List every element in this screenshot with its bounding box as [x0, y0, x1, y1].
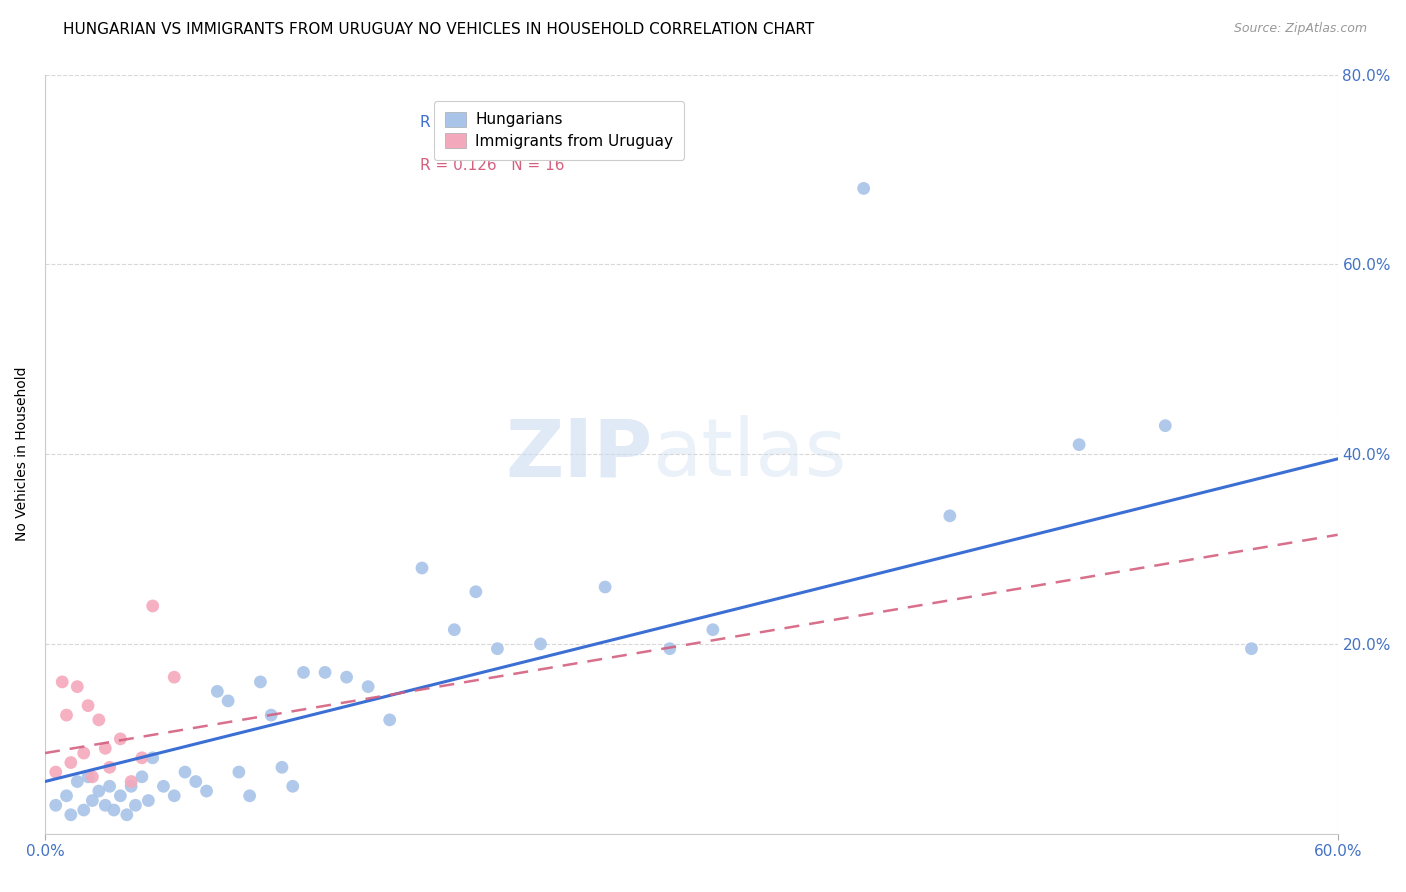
Point	[464, 584, 486, 599]
Point	[174, 765, 197, 780]
Y-axis label: No Vehicles in Household: No Vehicles in Household	[15, 367, 30, 541]
Point	[45, 798, 67, 813]
Point	[110, 731, 132, 746]
Point	[702, 623, 724, 637]
Point	[1240, 641, 1263, 656]
Point	[939, 508, 962, 523]
Point	[55, 789, 77, 803]
Point	[82, 770, 104, 784]
Point	[55, 708, 77, 723]
Point	[443, 623, 465, 637]
Point	[378, 713, 401, 727]
Point	[124, 798, 146, 813]
Point	[98, 779, 121, 793]
Point	[1069, 437, 1091, 451]
Point	[314, 665, 336, 680]
Point	[59, 807, 82, 822]
Legend: Hungarians, Immigrants from Uruguay: Hungarians, Immigrants from Uruguay	[434, 101, 683, 160]
Point	[271, 760, 294, 774]
Point	[486, 641, 509, 656]
Point	[73, 803, 96, 817]
Point	[77, 698, 100, 713]
Point	[292, 665, 315, 680]
Point	[357, 680, 380, 694]
Text: atlas: atlas	[652, 415, 846, 493]
Point	[852, 181, 875, 195]
Point	[131, 751, 153, 765]
Point	[87, 713, 110, 727]
Point	[66, 680, 89, 694]
Point	[239, 789, 262, 803]
Point	[195, 784, 218, 798]
Point	[529, 637, 551, 651]
Point	[336, 670, 359, 684]
Point	[45, 765, 67, 780]
Point	[73, 746, 96, 760]
Point	[249, 674, 271, 689]
Point	[120, 774, 142, 789]
Point	[260, 708, 283, 723]
Point	[51, 674, 73, 689]
Point	[142, 599, 165, 613]
Point	[82, 793, 104, 807]
Point	[152, 779, 174, 793]
Point	[207, 684, 229, 698]
Point	[593, 580, 616, 594]
Point	[115, 807, 138, 822]
Point	[94, 798, 117, 813]
Point	[658, 641, 681, 656]
Point	[103, 803, 125, 817]
Point	[163, 789, 186, 803]
Point	[138, 793, 160, 807]
Point	[228, 765, 250, 780]
Point	[120, 779, 142, 793]
Text: R = 0.474   N = 49: R = 0.474 N = 49	[420, 115, 564, 129]
Text: ZIP: ZIP	[505, 415, 652, 493]
Point	[184, 774, 207, 789]
Text: R = 0.126   N = 16: R = 0.126 N = 16	[420, 158, 564, 173]
Point	[411, 561, 433, 575]
Point	[110, 789, 132, 803]
Point	[77, 770, 100, 784]
Point	[94, 741, 117, 756]
Point	[87, 784, 110, 798]
Point	[163, 670, 186, 684]
Point	[98, 760, 121, 774]
Point	[59, 756, 82, 770]
Point	[142, 751, 165, 765]
Text: HUNGARIAN VS IMMIGRANTS FROM URUGUAY NO VEHICLES IN HOUSEHOLD CORRELATION CHART: HUNGARIAN VS IMMIGRANTS FROM URUGUAY NO …	[63, 22, 814, 37]
Point	[131, 770, 153, 784]
Point	[66, 774, 89, 789]
Point	[1154, 418, 1177, 433]
Text: Source: ZipAtlas.com: Source: ZipAtlas.com	[1233, 22, 1367, 36]
Point	[217, 694, 239, 708]
Point	[281, 779, 304, 793]
